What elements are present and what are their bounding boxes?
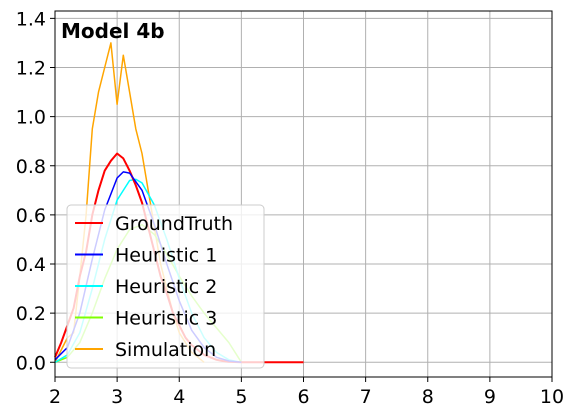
x-tick-label: 3 [111, 386, 123, 408]
x-tick-label: 8 [422, 386, 434, 408]
y-tick-label: 0.2 [16, 303, 46, 325]
legend-label: Heuristic 3 [115, 308, 217, 330]
y-tick-label: 1.4 [16, 8, 46, 30]
y-tick-label: 1.2 [16, 57, 46, 79]
y-axis: 0.0 0.2 0.4 0.6 0.8 1.0 1.2 1.4 [16, 8, 55, 374]
legend: GroundTruth Heuristic 1 Heuristic 2 Heurist… [66, 204, 265, 369]
legend-label: GroundTruth [115, 213, 233, 235]
x-tick-label: 2 [49, 386, 61, 408]
legend-box [66, 204, 265, 369]
y-tick-label: 1.0 [16, 107, 46, 129]
y-tick-label: 0.6 [16, 205, 46, 227]
y-tick-label: 0.4 [16, 254, 46, 276]
legend-label: Heuristic 1 [115, 245, 217, 267]
x-axis: 2 3 4 5 6 7 8 9 10 [49, 377, 564, 408]
legend-label: Heuristic 2 [115, 276, 217, 298]
x-tick-label: 4 [173, 386, 185, 408]
x-tick-label: 7 [360, 386, 372, 408]
x-tick-label: 5 [235, 386, 247, 408]
y-tick-label: 0.8 [16, 156, 46, 178]
y-tick-label: 0.0 [16, 352, 46, 374]
x-tick-label: 6 [297, 386, 309, 408]
x-tick-label: 9 [484, 386, 496, 408]
x-tick-label: 10 [540, 386, 564, 408]
legend-label: Simulation [115, 339, 216, 361]
chart-title: Model 4b [61, 19, 165, 43]
